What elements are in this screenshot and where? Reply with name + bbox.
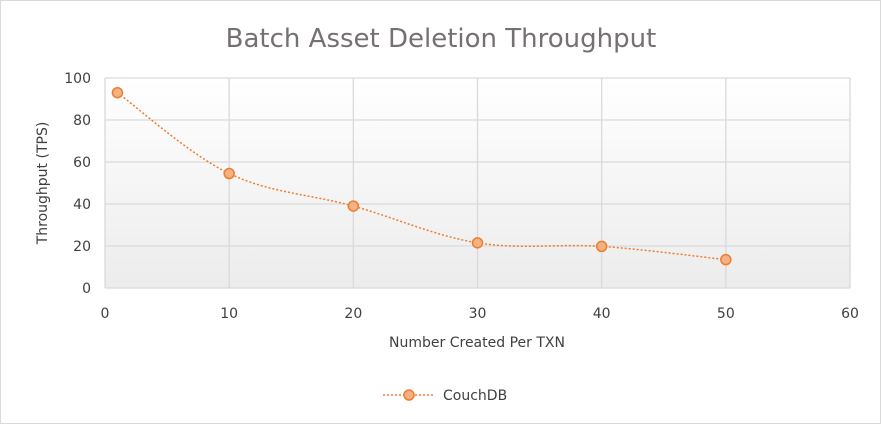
data-point-5 (720, 253, 732, 266)
x-tick-label-4: 40 (593, 306, 611, 322)
data-point-4 (595, 240, 608, 253)
series-points (111, 86, 732, 266)
x-tick-label-1: 10 (220, 306, 238, 322)
x-tick-label-6: 60 (841, 306, 859, 322)
data-point-1 (223, 167, 235, 180)
x-tick-label-5: 50 (717, 306, 735, 322)
legend: CouchDB (383, 388, 507, 404)
y-tick-labels: 0 20 40 60 80 100 (64, 71, 91, 297)
legend-label: CouchDB (443, 388, 507, 404)
x-axis-label: Number Created Per TXN (389, 335, 565, 351)
data-point-3 (471, 237, 484, 249)
chart-title: Batch Asset Deletion Throughput (226, 24, 657, 54)
y-tick-label-0: 0 (82, 281, 91, 297)
x-tick-label-2: 20 (344, 306, 362, 322)
y-tick-label-4: 80 (73, 113, 91, 129)
y-tick-label-2: 40 (73, 197, 91, 213)
y-axis-label: Throughput (TPS) (35, 122, 51, 246)
y-tick-label-5: 100 (64, 71, 91, 87)
x-tick-label-3: 30 (469, 306, 487, 322)
data-point-2 (347, 200, 360, 212)
series-line-couchdb (116, 92, 726, 261)
x-tick-label-0: 0 (101, 306, 110, 322)
data-point-0 (111, 86, 124, 99)
legend-marker (403, 389, 415, 401)
y-tick-label-3: 60 (73, 155, 91, 171)
y-tick-label-1: 20 (73, 239, 91, 255)
x-tick-labels: 0 10 20 30 40 50 60 (101, 306, 859, 322)
